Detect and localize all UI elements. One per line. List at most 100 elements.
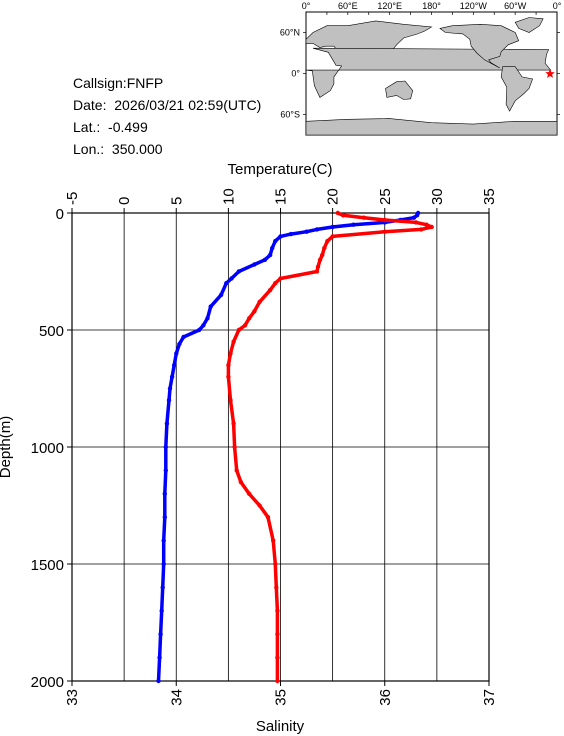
- temperature-data-point: [162, 491, 167, 496]
- temperature-data-point: [169, 374, 175, 379]
- lon-value: 350.000: [111, 141, 163, 157]
- salinity-data-point: [317, 257, 323, 262]
- map-continent-greenland: [514, 17, 544, 33]
- temperature-data-point: [288, 231, 294, 237]
- temperature-data-point: [181, 334, 186, 340]
- salinity-data-point: [273, 561, 278, 567]
- salinity-data-point: [257, 299, 262, 305]
- salinity-data-point: [228, 351, 233, 356]
- salinity-data-point: [247, 491, 252, 496]
- map-continent-antarctica: [305, 118, 558, 136]
- callsign-text: Callsign:FNFP: [73, 75, 164, 91]
- depth-axis: 0 500 1000 1500 2000: [31, 206, 72, 691]
- lat-label: Lat.:: [73, 119, 101, 135]
- lat-line: Lat.: -0.499: [73, 116, 261, 138]
- date-label: Date:: [73, 97, 107, 113]
- map-lat-label: 0°: [291, 69, 300, 79]
- salinity-tick-label: 37: [481, 689, 498, 706]
- temperature-data-point: [174, 351, 179, 356]
- map-lon-label: 0°: [553, 1, 562, 11]
- temperature-data-point: [229, 276, 234, 281]
- salinity-data-point: [274, 585, 279, 590]
- map-lon-label: 120°E: [377, 1, 402, 11]
- depth-tick-label: 1500: [31, 557, 64, 574]
- lat-value: -0.499: [108, 119, 148, 135]
- salinity-data-point: [236, 327, 241, 333]
- temperature-data-point: [160, 585, 165, 590]
- depth-tick-label: 0: [56, 206, 64, 223]
- depth-tick-label: 500: [39, 323, 64, 340]
- temperature-data-point: [197, 327, 202, 333]
- salinity-data-point: [257, 503, 262, 508]
- salinity-data-point: [361, 215, 367, 220]
- temperature-axis-title: Temperature(C): [227, 161, 332, 178]
- temperature-tick-label: 10: [220, 188, 237, 205]
- location-map: 0° 60°E 120°E 180° 120°W 60°W 0° 60°N 0° 60°S: [280, 1, 562, 136]
- temperature-data-point: [262, 257, 268, 262]
- salinity-axis-title: Salinity: [256, 718, 305, 735]
- temperature-data-point: [314, 227, 320, 232]
- temperature-tick-label: 20: [325, 188, 342, 205]
- temperature-data-point: [236, 269, 241, 274]
- salinity-data-point: [335, 210, 340, 216]
- depth-profile-chart: -5 0 5 10 15 20 25 30 35 33 34 35 36 37 050010001500…: [0, 161, 498, 735]
- chart-grid: [71, 212, 490, 682]
- temperature-tick-label: 5: [168, 197, 185, 205]
- temperature-data-point: [208, 304, 213, 309]
- temperature-data-point: [164, 421, 170, 426]
- salinity-tick-label: 35: [273, 689, 290, 706]
- temperature-data-point: [166, 398, 172, 403]
- salinity-data-point: [226, 374, 231, 379]
- salinity-data-point: [330, 234, 335, 239]
- temperature-tick-label: -5: [64, 192, 81, 205]
- temperature-data-point: [156, 678, 161, 684]
- temperature-data-point: [351, 222, 356, 227]
- salinity-data-point: [238, 479, 244, 485]
- map-lon-label: 60°W: [504, 1, 527, 11]
- salinity-data-point: [231, 339, 236, 344]
- salinity-data-point: [275, 608, 280, 613]
- temperature-data-point: [167, 386, 173, 391]
- temperature-data-point: [159, 608, 164, 613]
- lon-label: Lon.:: [73, 141, 105, 157]
- map-land: [305, 17, 558, 136]
- map-continent-australia: [385, 80, 414, 100]
- temperature-data-point: [278, 234, 283, 239]
- salinity-data-point: [315, 264, 321, 269]
- temperature-data-point: [161, 538, 166, 543]
- salinity-data-point: [226, 362, 231, 368]
- salinity-data-point: [322, 245, 327, 251]
- salinity-data-point: [429, 224, 434, 230]
- lon-line: Lon.: 350.000: [73, 138, 261, 160]
- temperature-data-point: [161, 561, 166, 567]
- salinity-data-point: [267, 288, 273, 293]
- date-value: 2026/03/21 02:59(UTC): [114, 97, 262, 113]
- series-layer: [156, 210, 434, 684]
- temperature-data-point: [157, 655, 162, 660]
- salinity-data-point: [252, 309, 257, 314]
- temperature-data-point: [224, 281, 229, 286]
- temperature-tick-label: 35: [481, 188, 498, 205]
- temperature-data-point: [411, 215, 417, 220]
- salinity-data-point: [413, 220, 419, 225]
- temperature-data-point: [163, 468, 168, 473]
- temperature-tick-label: 0: [116, 197, 133, 205]
- temperature-data-point: [158, 632, 163, 637]
- temperature-tick-label: 25: [377, 188, 394, 205]
- map-lon-label: 180°: [422, 1, 441, 11]
- salinity-data-point: [278, 276, 283, 281]
- salinity-data-point: [424, 222, 429, 227]
- salinity-data-point: [382, 217, 387, 223]
- salinity-data-point: [247, 316, 252, 321]
- map-continent-north-america: [439, 23, 520, 69]
- station-info: Callsign:FNFP Date: 2026/03/21 02:59(UTC…: [73, 72, 261, 160]
- salinity-data-point: [232, 444, 237, 450]
- salinity-data-point: [271, 538, 276, 543]
- date-line: Date: 2026/03/21 02:59(UTC): [73, 94, 261, 116]
- temperature-axis: -5 0 5 10 15 20 25 30 35: [64, 188, 498, 213]
- map-labels: 0° 60°E 120°E 180° 120°W 60°W 0° 60°N 0° 60°S: [280, 1, 562, 120]
- temperature-data-point: [270, 245, 275, 251]
- temperature-data-point: [205, 316, 210, 321]
- temperature-data-point: [177, 341, 182, 347]
